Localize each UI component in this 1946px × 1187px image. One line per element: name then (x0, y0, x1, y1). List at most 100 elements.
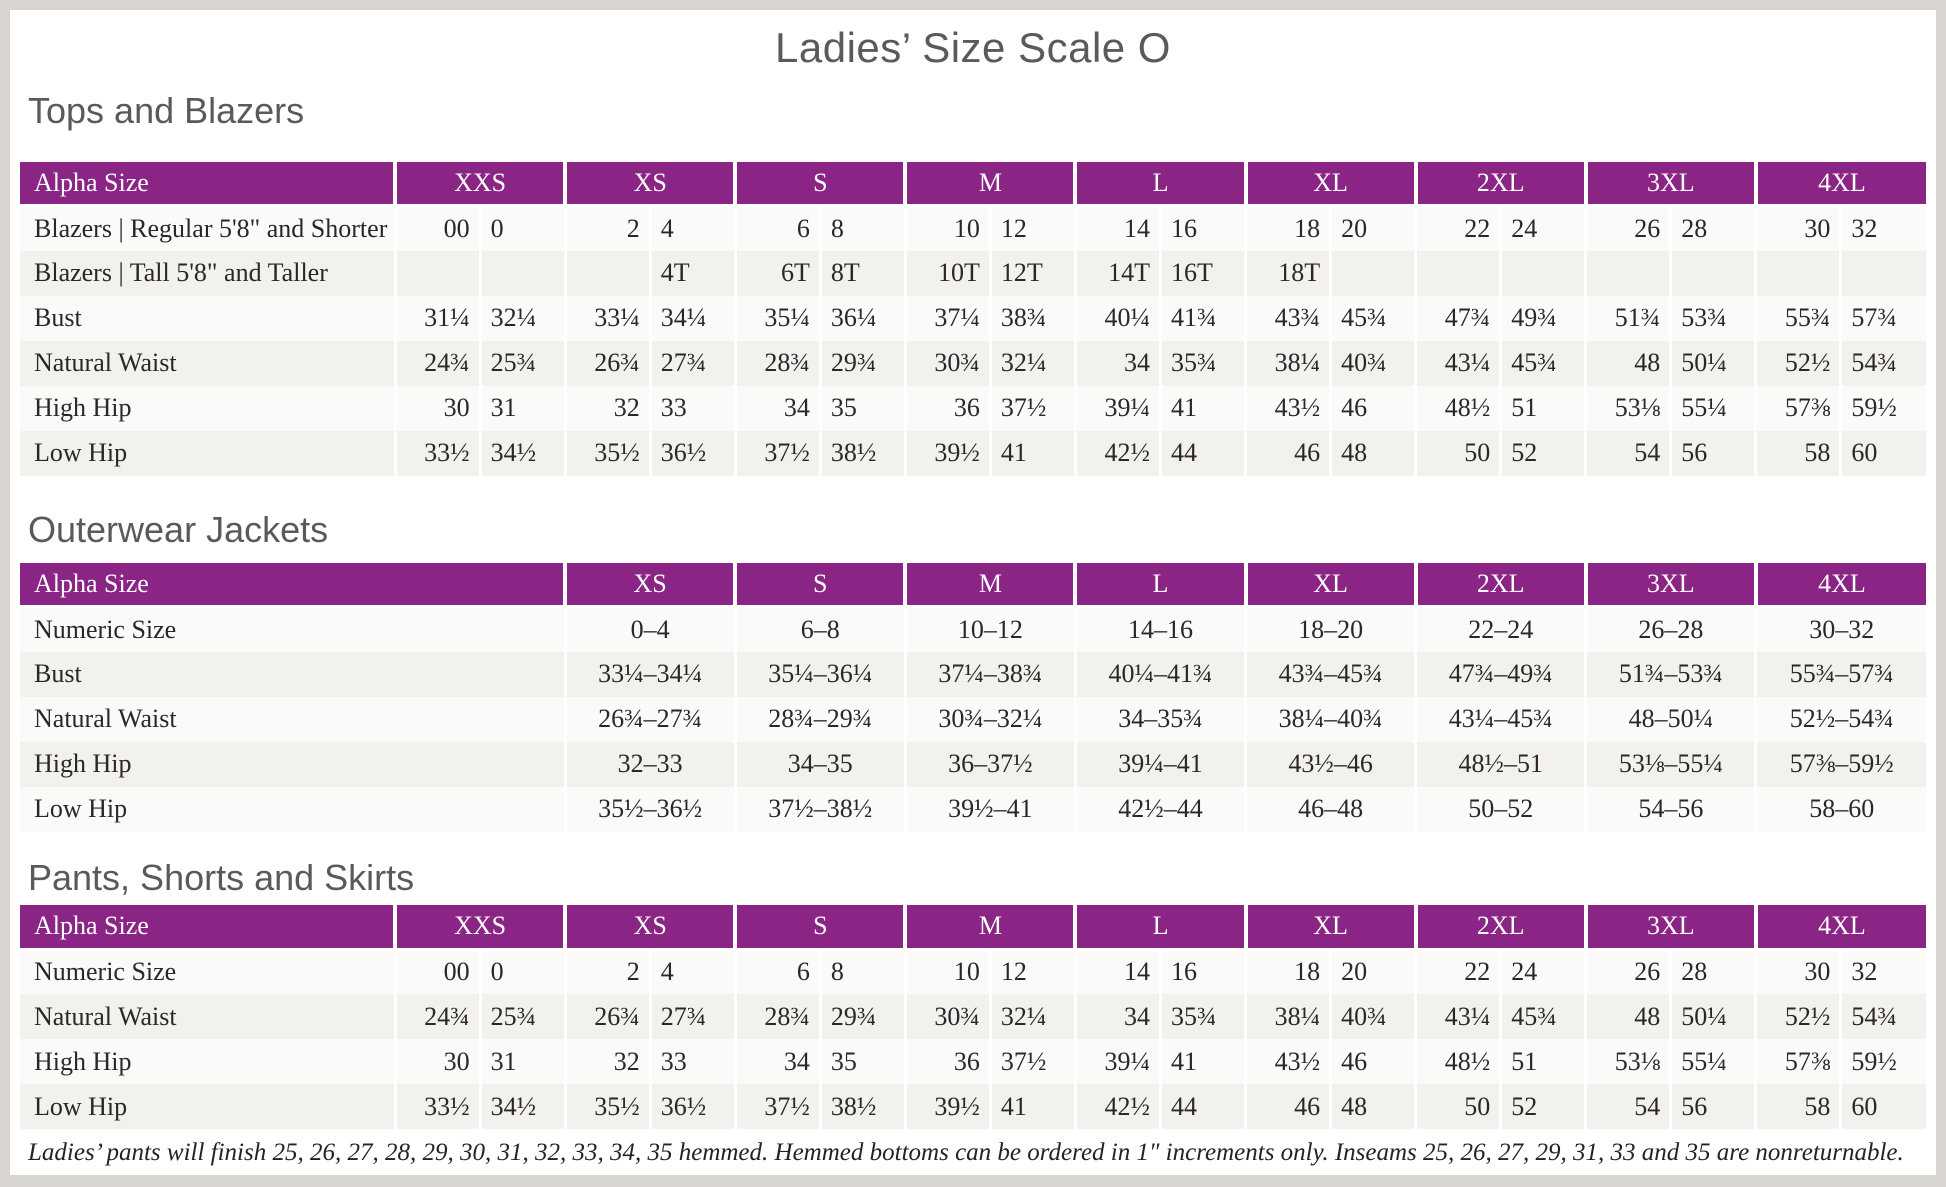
size-value-cell: 52 (1499, 430, 1586, 476)
size-value-cell (478, 250, 566, 296)
size-value-cell: 52½ (1754, 340, 1841, 386)
table-row: Low Hip 35½–36½ 37½–38½ 39½–41 42½–44 46–48 50… (20, 786, 1926, 832)
size-value-cell: 55¼ (1669, 385, 1756, 431)
alpha-size-header-cell: Alpha Size (20, 161, 396, 208)
size-value-cell: 37½–38½ (733, 786, 906, 832)
size-value-cell (1499, 250, 1586, 296)
size-value-cell: 30–32 (1754, 606, 1926, 652)
size-header-4xl: 4XL (1753, 905, 1926, 951)
size-value-cell: 36 (903, 385, 991, 431)
section-tops: Tops and Blazers Alpha Size XXS XS S M L XL 2XL 3… (20, 89, 1926, 476)
size-value-cell: 27¾ (648, 340, 736, 386)
size-value-cell: 0 (478, 205, 566, 251)
size-value-cell: 4 (648, 949, 736, 995)
size-header-4xl: 4XL (1753, 161, 1926, 208)
size-value-cell: 18 (1244, 949, 1331, 995)
size-header-m: M (903, 562, 1076, 609)
row-label: Numeric Size (34, 615, 177, 645)
size-value-cell: 32 (1839, 205, 1926, 251)
size-value-cell: 30 (393, 385, 481, 431)
size-header-m: M (903, 905, 1076, 951)
size-value-cell: 33¼–34¼ (563, 651, 736, 697)
table-row: Natural Waist 24¾ 25¾ 26¾ 27¾ 28¾ 29¾ 30¾ 32¼ 34 3… (20, 994, 1926, 1040)
size-value-cell: 50 (1414, 430, 1501, 476)
row-label: Low Hip (34, 1091, 128, 1121)
size-header-l: L (1073, 161, 1246, 208)
size-value-cell: 30 (1754, 205, 1841, 251)
row-label: Natural Waist (34, 704, 177, 734)
row-label: High Hip (34, 393, 132, 423)
size-value-cell: 26–28 (1584, 606, 1756, 652)
size-value-cell: 33½ (393, 430, 481, 476)
size-value-cell: 33 (648, 1039, 736, 1085)
size-value-cell: 37½ (733, 430, 821, 476)
size-value-cell: 46–48 (1244, 786, 1416, 832)
size-value-cell: 54¾ (1839, 994, 1926, 1040)
size-value-cell: 0 (478, 949, 566, 995)
tables-host: Tops and Blazers Alpha Size XXS XS S M L XL 2XL 3… (20, 89, 1926, 1130)
size-value-cell: 6 (733, 949, 821, 995)
size-header-2xl: 2XL (1413, 562, 1586, 609)
alpha-size-header-cell: Alpha Size (20, 562, 566, 609)
size-value-cell: 33¼ (563, 295, 651, 341)
header-row: Alpha Size XXS XS S M L XL 2XL 3XL 4XL (20, 905, 1926, 951)
size-value-cell: 51 (1499, 1039, 1586, 1085)
size-value-cell: 26¾ (563, 340, 651, 386)
section-heading-tops: Tops and Blazers (28, 89, 305, 131)
size-header-s: S (733, 562, 906, 609)
size-value-cell: 55¾ (1754, 295, 1841, 341)
page-title: Ladies’ Size Scale O (775, 24, 1171, 71)
size-value-cell: 53⅛ (1584, 1039, 1671, 1085)
page: Ladies’ Size Scale O Tops and Blazers Alp… (10, 10, 1936, 1175)
size-value-cell: 31 (478, 385, 566, 431)
row-label: Numeric Size (34, 957, 177, 987)
size-value-cell: 26 (1584, 205, 1671, 251)
size-value-cell: 37½ (988, 385, 1076, 431)
size-value-cell: 39¼ (1073, 1039, 1161, 1085)
size-value-cell: 35½ (563, 430, 651, 476)
size-value-cell: 37½ (733, 1084, 821, 1130)
size-value-cell (1754, 250, 1841, 296)
size-value-cell: 10 (903, 949, 991, 995)
size-header-3xl: 3XL (1583, 905, 1756, 951)
size-value-cell: 48½ (1414, 1039, 1501, 1085)
table-row: Bust 31¼ 32¼ 33¼ 34¼ 35¼ 36¼ 37¼ 38¾ 40¼ 41¾ 43¾ 45¾… (20, 295, 1926, 341)
size-value-cell: 48½–51 (1414, 741, 1586, 787)
size-value-cell: 30¾ (903, 340, 991, 386)
size-value-cell: 47¾ (1414, 295, 1501, 341)
size-value-cell: 43½ (1244, 385, 1331, 431)
size-value-cell: 8 (818, 949, 906, 995)
size-value-cell: 32¼ (988, 994, 1076, 1040)
size-value-cell: 26¾–27¾ (563, 696, 736, 742)
size-value-cell: 24 (1499, 949, 1586, 995)
size-value-cell: 38½ (818, 1084, 906, 1130)
table-row: Natural Waist 24¾ 25¾ 26¾ 27¾ 28¾ 29¾ 30¾ 32¼ 34 3… (20, 340, 1926, 386)
table-row: Numeric Size 00 0 2 4 6 8 10 12 14 16 18 20 22 24 26 28 3… (20, 949, 1926, 995)
table-row: Numeric Size 0–4 6–8 10–12 14–16 18–20 22–24 26… (20, 606, 1926, 652)
size-value-cell: 50¼ (1669, 340, 1756, 386)
size-value-cell: 58 (1754, 1084, 1841, 1130)
size-value-cell: 52 (1499, 1084, 1586, 1130)
size-value-cell: 28 (1669, 205, 1756, 251)
size-header-2xl: 2XL (1413, 161, 1586, 208)
size-value-cell: 52½ (1754, 994, 1841, 1040)
size-value-cell: 30 (393, 1039, 481, 1085)
size-value-cell: 56 (1669, 1084, 1756, 1130)
size-value-cell: 32¼ (988, 340, 1076, 386)
size-value-cell: 22 (1414, 949, 1501, 995)
size-value-cell (1669, 250, 1756, 296)
size-value-cell (1839, 250, 1926, 296)
size-value-cell: 39¼ (1073, 385, 1161, 431)
table-row: Blazers | Tall 5'8" and Taller 4T 6T 8T 10T 1… (20, 250, 1926, 296)
size-value-cell (1584, 250, 1671, 296)
size-value-cell: 60 (1839, 1084, 1926, 1130)
size-value-cell: 43¾ (1244, 295, 1331, 341)
size-value-cell: 46 (1329, 385, 1416, 431)
alpha-size-header-cell: Alpha Size (20, 905, 396, 951)
size-value-cell: 25¾ (478, 994, 566, 1040)
size-value-cell: 48½ (1414, 385, 1501, 431)
row-label: Blazers | Regular 5'8" and Shorter (34, 213, 388, 243)
size-value-cell: 14 (1073, 205, 1161, 251)
size-value-cell: 38¼ (1244, 994, 1331, 1040)
row-label: Low Hip (34, 438, 128, 468)
